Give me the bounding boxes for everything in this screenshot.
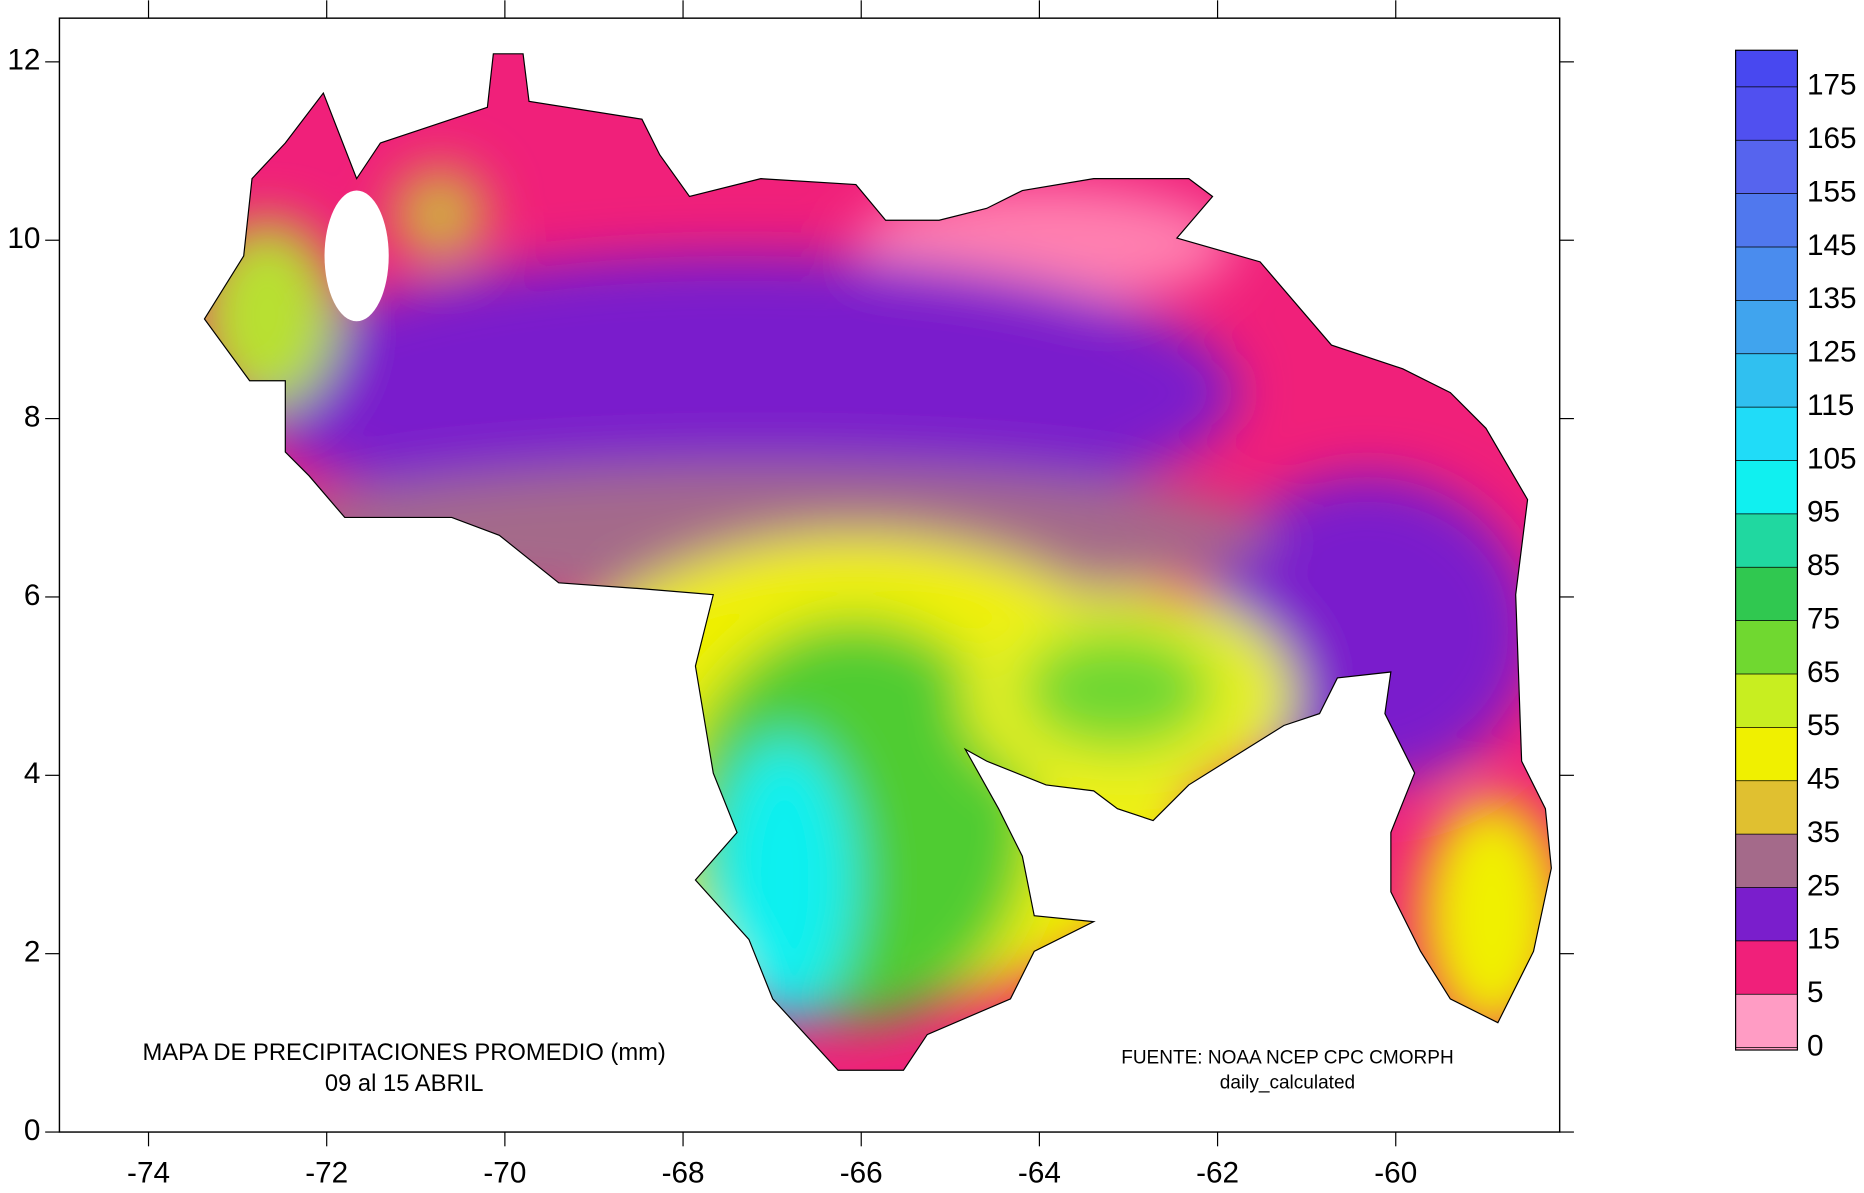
map-title: MAPA DE PRECIPITACIONES PROMEDIO (mm) xyxy=(143,1039,666,1066)
y-tick-label: 6 xyxy=(24,579,41,612)
colorbar-label: 115 xyxy=(1807,389,1854,422)
colorbar-band xyxy=(1735,994,1798,1051)
x-tick-label: -68 xyxy=(662,1157,705,1190)
source-note: daily_calculated xyxy=(1220,1072,1355,1093)
colorbar-label: 155 xyxy=(1807,175,1857,208)
blob xyxy=(237,255,1237,530)
colorbar-band xyxy=(1735,193,1798,247)
colorbar-label: 15 xyxy=(1807,923,1840,956)
y-tick-label: 8 xyxy=(24,400,41,433)
colorbar-label: 165 xyxy=(1807,122,1857,155)
colorbar-band xyxy=(1735,247,1798,301)
lake xyxy=(324,190,389,322)
colorbar-band xyxy=(1735,780,1798,835)
y-tick-label: 4 xyxy=(24,757,41,790)
colorbar-label: 145 xyxy=(1807,229,1857,262)
colorbar-label: 75 xyxy=(1807,602,1840,635)
colorbar-label: 95 xyxy=(1807,496,1840,529)
blob xyxy=(204,220,339,411)
colorbar-label: 55 xyxy=(1807,709,1840,742)
y-tick-label: 12 xyxy=(7,44,40,77)
x-tick-label: -64 xyxy=(1018,1157,1061,1190)
colorbar-band xyxy=(1735,727,1798,781)
blob xyxy=(713,737,856,1023)
plot-frame xyxy=(58,17,1561,1133)
colorbar-band xyxy=(1735,353,1798,408)
y-tick-label: 2 xyxy=(24,936,41,969)
colorbar-label: 0 xyxy=(1807,1029,1824,1062)
map-subtitle: 09 al 15 ABRIL xyxy=(325,1070,484,1097)
colorbar-band xyxy=(1735,887,1798,941)
colorbar-label: 65 xyxy=(1807,656,1840,689)
colorbar-band xyxy=(1735,407,1798,461)
y-tick-label: 0 xyxy=(24,1114,41,1147)
colorbar-band xyxy=(1735,834,1798,888)
colorbar-label: 25 xyxy=(1807,869,1840,902)
colorbar-label: 125 xyxy=(1807,336,1857,369)
colorbar-band xyxy=(1735,460,1798,514)
colorbar-label: 105 xyxy=(1807,442,1857,475)
colorbar-band xyxy=(1735,140,1798,194)
colorbar-band xyxy=(1735,86,1798,141)
blob xyxy=(1420,796,1552,1035)
source: FUENTE: NOAA NCEP CPC CMORPH xyxy=(1121,1047,1453,1068)
colorbar-band xyxy=(1735,50,1798,87)
colorbar-band xyxy=(1735,940,1798,995)
colorbar-label: 85 xyxy=(1807,549,1840,582)
colorbar-label: 175 xyxy=(1807,69,1857,102)
colorbar-band xyxy=(1735,620,1798,675)
x-tick-label: -70 xyxy=(483,1157,526,1190)
colorbar-frame xyxy=(1735,49,1799,1051)
colorbar-label: 5 xyxy=(1807,976,1824,1009)
colorbar-band xyxy=(1735,674,1798,728)
precipitation-field xyxy=(204,53,1552,1071)
x-tick-label: -60 xyxy=(1374,1157,1417,1190)
x-tick-label: -62 xyxy=(1196,1157,1239,1190)
colorbar-band xyxy=(1735,300,1798,354)
blob xyxy=(392,166,488,262)
x-tick-label: -66 xyxy=(840,1157,883,1190)
colorbar-label: 35 xyxy=(1807,816,1840,849)
colorbar-band xyxy=(1735,567,1798,621)
colorbar-band xyxy=(1735,513,1798,568)
x-tick-label: -74 xyxy=(127,1157,170,1190)
country-border xyxy=(203,53,1552,1071)
y-tick-label: 10 xyxy=(7,222,40,255)
blob xyxy=(1022,630,1213,750)
x-tick-label: -72 xyxy=(305,1157,348,1190)
field-blobs xyxy=(204,166,1552,1035)
colorbar-label: 45 xyxy=(1807,763,1840,796)
colorbar-label: 135 xyxy=(1807,282,1857,315)
